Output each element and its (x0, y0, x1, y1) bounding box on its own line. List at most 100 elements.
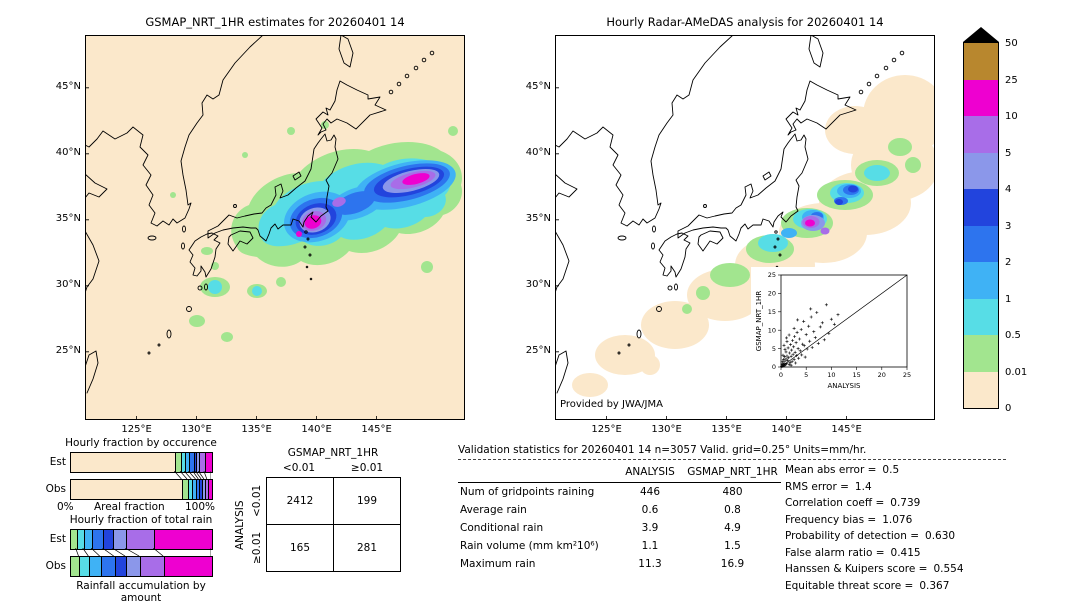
scatter-point (798, 349, 802, 353)
bar-segment (199, 453, 205, 472)
score-label: Equitable threat score = (785, 579, 914, 592)
scatter-point (803, 355, 807, 359)
score-label: Frequency bias = (785, 513, 877, 526)
bar-segment (199, 480, 203, 499)
scatter-point (802, 319, 806, 323)
lon-tick-label: 145°E (831, 424, 862, 435)
scatter-point (785, 340, 789, 344)
contingency-header: GSMAP_NRT_1HR (287, 447, 379, 459)
scatter-point (796, 318, 800, 322)
scatter-point (799, 328, 803, 331)
contingency-row-label: ≥0.01 (251, 531, 263, 564)
bar-segment (114, 557, 126, 576)
score-value: 0.630 (925, 530, 956, 542)
colorbar-label: 25 (1005, 74, 1018, 86)
scatter-point (802, 344, 806, 348)
score-value: 0.5 (882, 464, 900, 476)
bar-segment (71, 530, 77, 549)
bar-segment (185, 453, 190, 472)
inset-y-tick-label: 0 (772, 363, 776, 371)
lon-tick-label: 140°E (301, 424, 332, 435)
scatter-point (810, 346, 814, 349)
bar-segment (113, 530, 126, 549)
contingency-cell: 165 (267, 525, 334, 572)
colorbar-segment (964, 189, 998, 226)
occurrence-connectors (174, 471, 211, 479)
bar-connector-line (90, 548, 100, 556)
colorbar-segment (964, 262, 998, 299)
bar-segment (79, 557, 90, 576)
bar-segment (204, 453, 212, 472)
colorbar-label: 10 (1005, 111, 1018, 122)
scatter-point (787, 333, 791, 337)
contingency-cell: 2412 (267, 478, 334, 525)
bar-connector-line (183, 471, 192, 479)
scatter-point (804, 333, 808, 337)
score-value: 0.415 (890, 546, 921, 559)
scatter-point (794, 341, 798, 345)
scatter-point (794, 361, 798, 365)
inset-scatter: 00 5 5 10 10 15 15 20 20 25 25 ANALYSIS GSMAP_NRT_… (751, 267, 917, 395)
colorbar-label: 0.5 (1005, 330, 1021, 341)
total-rain-title: Hourly fraction of total rain (69, 514, 213, 526)
scatter-point (809, 307, 813, 311)
scatter-point (791, 353, 795, 356)
bar-connector-line (179, 471, 188, 479)
bar-segment (100, 557, 115, 576)
scatter-point (793, 350, 797, 354)
colorbar-label: 3 (1005, 220, 1012, 232)
lon-tick-label: 135°E (241, 424, 272, 435)
bar-connector-line (112, 548, 126, 556)
total-rain-connectors (75, 548, 211, 556)
contingency-cell: 281 (334, 525, 401, 572)
scatter-point (793, 335, 797, 338)
lat-tick-label: 25°N (525, 344, 551, 356)
left-map-precipitation (170, 121, 463, 342)
bar-segment (207, 480, 212, 499)
left-map-frame (85, 35, 465, 420)
stat-analysis-value: 1.1 (641, 540, 659, 552)
validation-title: Validation statistics for 20260401 14 n=… (458, 444, 867, 456)
scatter-point (787, 356, 791, 360)
scatter-point (790, 348, 794, 352)
bar-segment (154, 530, 212, 549)
right-map-precipitation (572, 75, 935, 397)
colorbar: 50 25 10 5 4 3 2 1 0.5 0.01 0 (963, 27, 1027, 414)
scatter-point (801, 342, 805, 346)
colorbar-segment (964, 116, 998, 153)
scatter-point (807, 324, 811, 328)
colorbar-segment (964, 225, 998, 262)
occurrence-est-label: Est (49, 456, 66, 468)
score-label: Probability of detection = (785, 530, 920, 542)
lat-tick-label: 40°N (525, 146, 551, 158)
scatter-point (782, 361, 786, 365)
dashed-divider (458, 459, 1006, 460)
stat-analysis-value: 11.3 (638, 558, 662, 570)
lat-tick-label: 45°N (55, 80, 81, 92)
score-line: Probability of detection = 0.630 (785, 528, 964, 545)
score-value: 1.076 (882, 513, 913, 526)
scatter-point (789, 343, 793, 347)
score-line: RMS error = 1.4 (785, 479, 964, 496)
scatter-point (797, 356, 801, 360)
score-label: Correlation coeff = (785, 497, 885, 509)
bar-segment (125, 557, 141, 576)
right-map: 0 0 5 5 10 10 15 15 20 20 25 25 ANALYSIS GSMAP_NRT_… (526, 35, 935, 435)
score-value: 0.367 (919, 579, 950, 592)
stat-label: Rain volume (mm km²10⁶) (460, 540, 599, 552)
axis-zero-label: 0% (57, 501, 74, 513)
bar-connector-line (195, 471, 202, 479)
inset-diagonal-line (780, 274, 908, 368)
colorbar-label: 2 (1005, 257, 1012, 268)
inset-y-tick-label: 10 (768, 326, 776, 334)
scatter-point (783, 355, 786, 359)
inset-x-tick-label: 10 (827, 371, 835, 379)
map-credit: Provided by JWA/JMA (560, 399, 663, 410)
stat-gsmap-value: 0.8 (724, 504, 741, 516)
inset-x-tick-label: 15 (852, 371, 860, 379)
bar-segment (196, 453, 200, 472)
scatter-point (798, 337, 802, 341)
inset-ticks: 00 5 5 10 10 15 15 20 20 25 25 (768, 271, 911, 379)
bar-segment (193, 453, 197, 472)
scatter-point (812, 330, 816, 334)
